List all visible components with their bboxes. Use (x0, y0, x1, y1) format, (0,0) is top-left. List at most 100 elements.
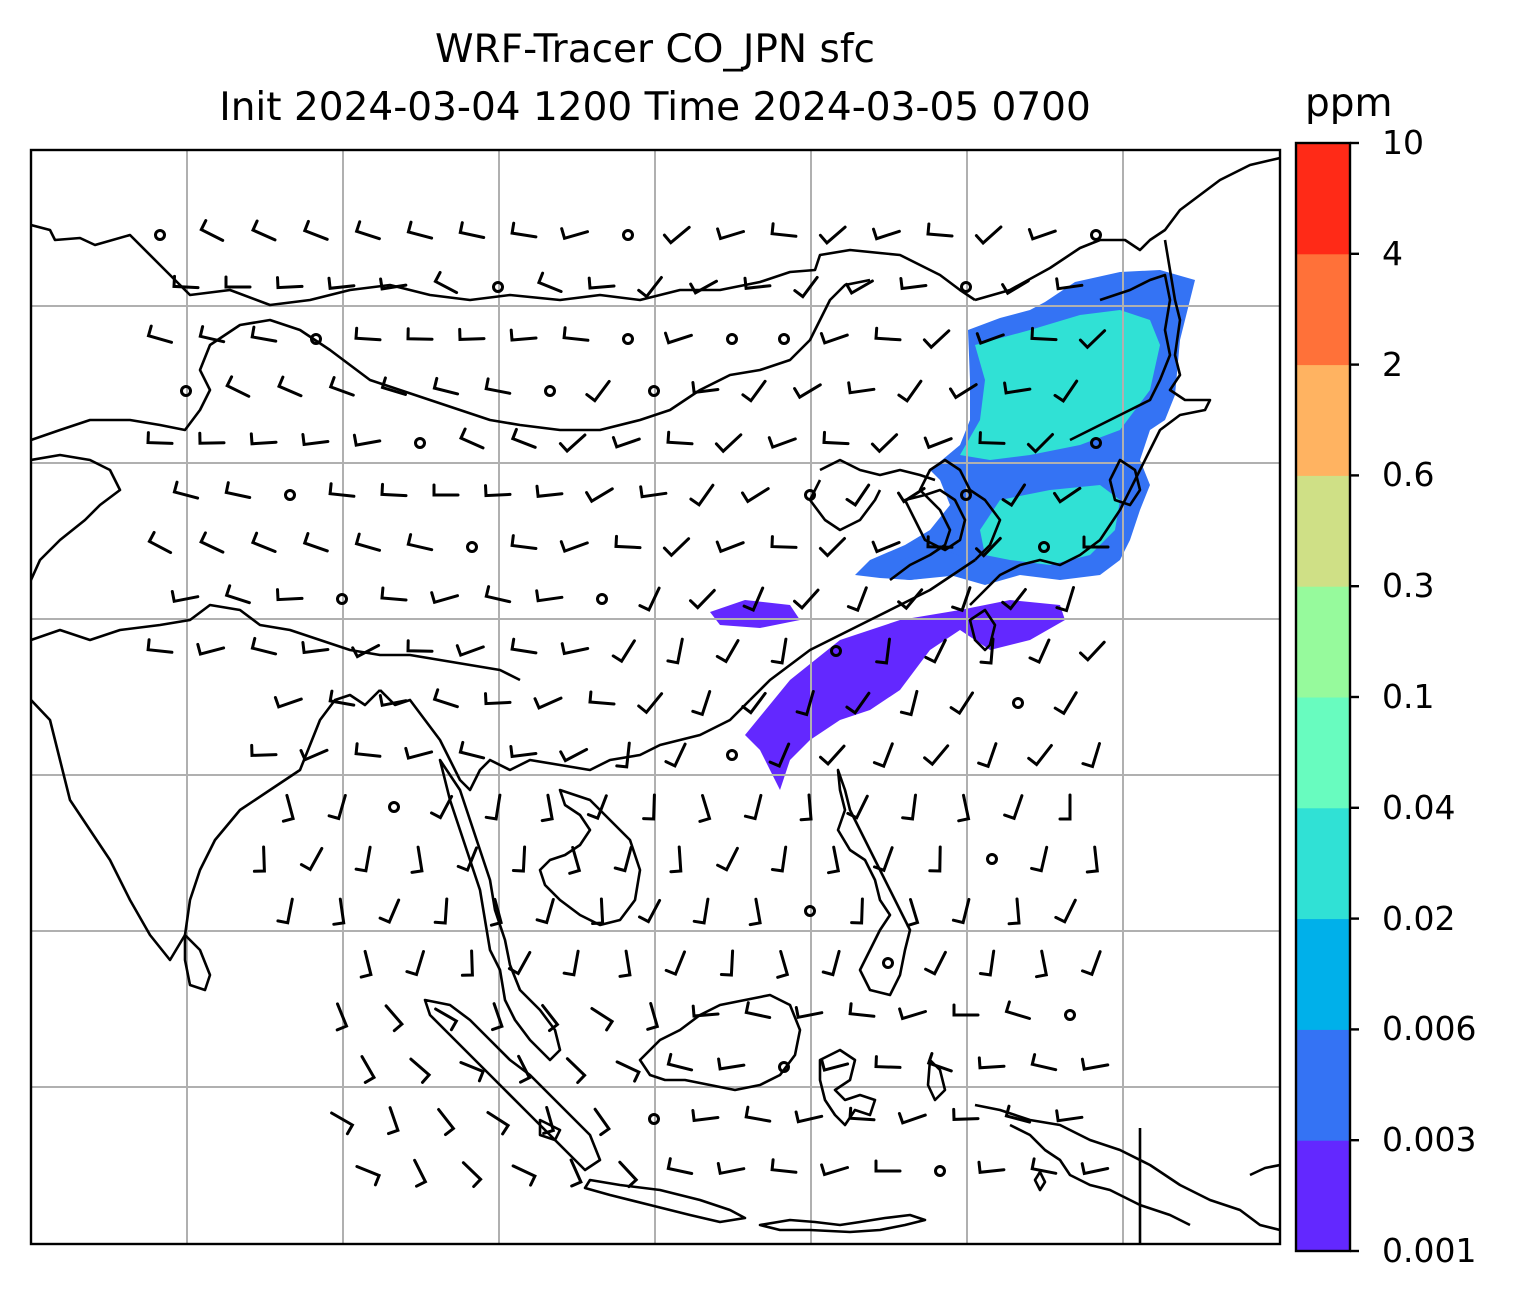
wind-barb (928, 845, 942, 873)
wind-barb (510, 637, 538, 655)
wind-barb (590, 1007, 615, 1032)
wind-barb (558, 433, 587, 454)
plume-northeast-core (960, 310, 1160, 460)
wind-barb-calm (310, 333, 322, 345)
wind-barb (924, 950, 947, 976)
wind-barb (949, 383, 978, 400)
wind-barb (560, 227, 589, 241)
plume-patch (710, 600, 800, 628)
wind-barb (637, 276, 663, 299)
wind-barb (510, 221, 538, 239)
wind-barb (618, 949, 632, 978)
wind-barb (409, 1057, 432, 1084)
wind-barb (821, 949, 841, 977)
wind-barb (666, 430, 694, 446)
wind-barb (662, 225, 691, 245)
colorbar-tick-label: 0.1 (1382, 677, 1435, 716)
wind-barb (146, 638, 174, 654)
wind-barb (276, 588, 304, 602)
wind-barb (744, 1001, 772, 1019)
wind-barb (975, 332, 1005, 346)
wind-barb (952, 1003, 980, 1017)
wind-barb (459, 1061, 486, 1083)
wind-barb (664, 331, 693, 345)
wind-barb (897, 588, 924, 611)
wind-barb (1055, 586, 1075, 613)
wind-barb (277, 375, 303, 398)
wind-barb (874, 1159, 902, 1173)
wind-barb (951, 897, 971, 925)
wind-barb (1078, 329, 1107, 350)
wind-barb (146, 431, 174, 445)
wind-barb (689, 588, 716, 610)
wind-barb (354, 326, 382, 342)
figure-title-line-2: Init 2024-03-04 1200 Time 2024-03-05 070… (219, 85, 1091, 130)
wind-barb (146, 324, 173, 344)
map-area (31, 150, 1280, 1244)
wind-barb (406, 220, 434, 240)
wind-barb (404, 746, 434, 760)
wind-barb (822, 430, 850, 446)
colorbar-tick-label: 0.04 (1382, 787, 1456, 827)
colorbar-tick-label: 0.006 (1382, 1009, 1477, 1049)
wind-barb (380, 482, 408, 498)
wind-barb (458, 327, 486, 341)
wind-barb (517, 1054, 532, 1084)
wind-barb (459, 427, 485, 450)
wind-barb (770, 222, 798, 238)
wind-barb (637, 692, 664, 715)
wind-barb (511, 1164, 537, 1187)
wind-barb (1030, 1157, 1058, 1175)
wind-barb (1058, 793, 1072, 821)
wind-barb (535, 484, 564, 498)
wind-barb (172, 274, 200, 290)
wind-barb (489, 897, 503, 927)
wind-barb (1085, 845, 1099, 874)
wind-barb (618, 1160, 639, 1189)
wind-barb (510, 534, 538, 550)
wind-barb (818, 537, 846, 558)
wind-barb (378, 898, 401, 924)
wind-barb (820, 1058, 850, 1072)
wind-barb-calm (648, 1113, 660, 1125)
wind-barb (560, 642, 590, 656)
wind-barb (770, 1158, 798, 1174)
wind-barb (977, 1056, 1006, 1070)
wind-barb-calm (986, 853, 998, 865)
wind-barb-calm (1064, 1009, 1076, 1021)
wind-barb (848, 1002, 876, 1018)
wind-barb (565, 1057, 587, 1084)
wind-barb (770, 845, 788, 873)
wind-barb (669, 845, 683, 874)
wind-barb (360, 1055, 377, 1084)
wind-barb (1027, 228, 1057, 241)
wind-barb (327, 276, 356, 290)
wind-barb (743, 276, 772, 290)
wind-barb (1004, 1104, 1032, 1124)
wind-barb-calm (726, 749, 738, 761)
wind-barb (410, 845, 424, 874)
wind-barb (327, 794, 347, 821)
wind-barb (593, 1107, 611, 1137)
wind-barb (491, 1002, 504, 1032)
wind-barb (354, 220, 381, 241)
wind-barb (714, 433, 743, 454)
wind-barb (1053, 379, 1079, 403)
wind-barb (743, 793, 763, 821)
wind-barb (276, 897, 294, 925)
graticule (31, 150, 1280, 1244)
wind-barb (535, 898, 555, 925)
wind-barb (455, 644, 485, 658)
wind-barb (586, 794, 608, 821)
wind-barb (484, 484, 512, 498)
wind-barb (748, 897, 762, 927)
wind-barb (458, 221, 486, 239)
wind-barb (901, 793, 917, 821)
wind-barb (872, 227, 901, 241)
wind-barb (874, 1055, 902, 1069)
wind-barb (456, 846, 478, 873)
wind-barb (461, 1161, 483, 1188)
wind-barb-calm (778, 333, 790, 345)
wind-barb (224, 481, 252, 499)
